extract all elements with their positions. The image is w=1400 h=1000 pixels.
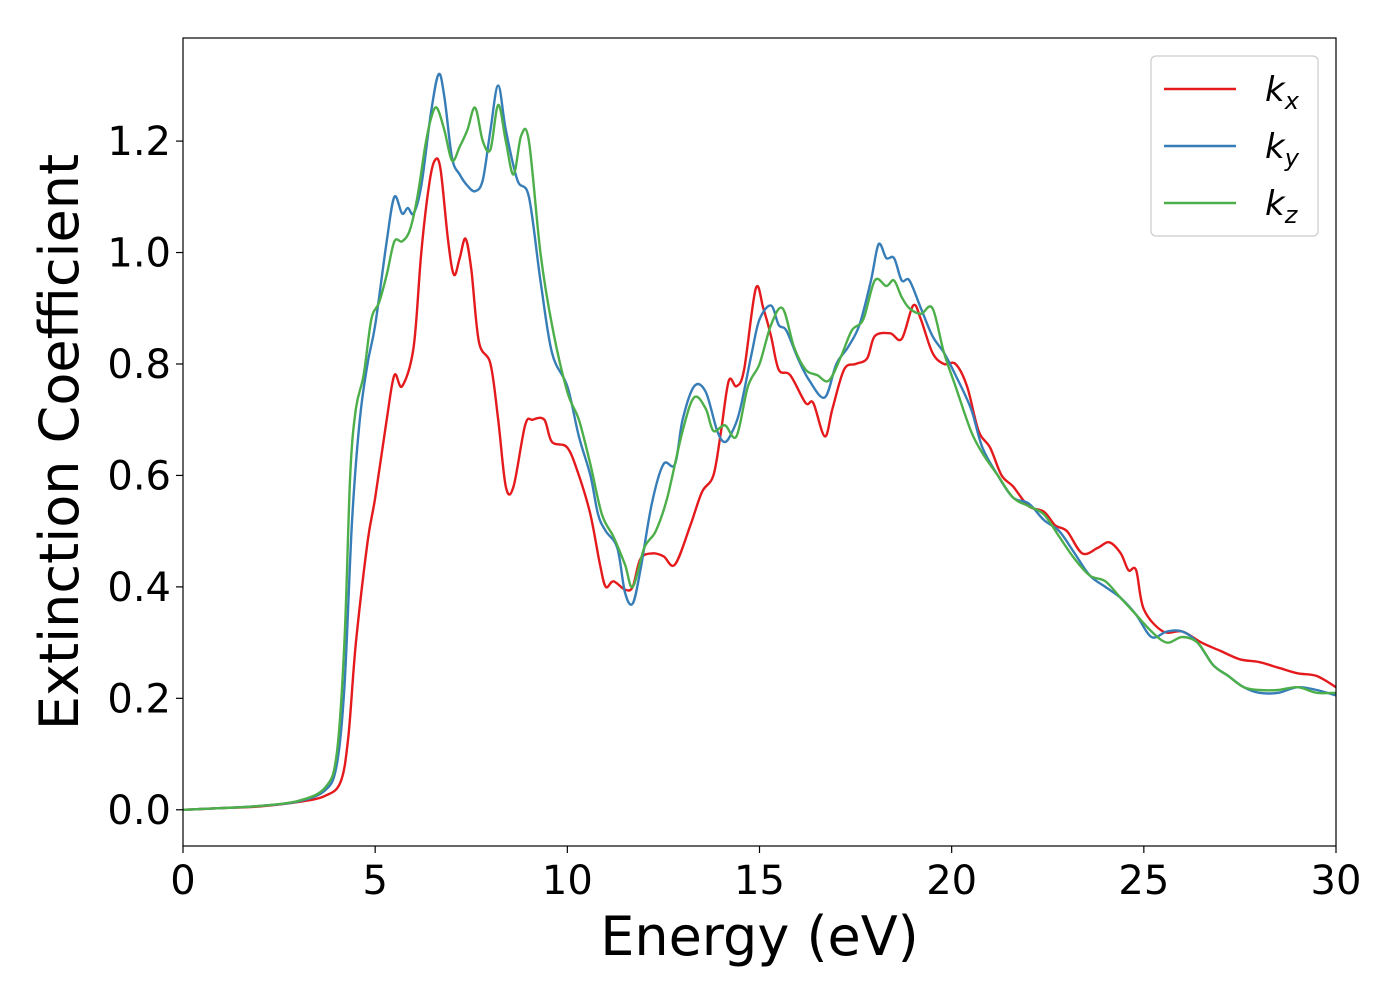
series-layer xyxy=(182,72,1337,811)
y-tick-label: 0.4 xyxy=(107,565,171,611)
x-tick-label: 15 xyxy=(734,858,785,904)
y-axis: 0.0 0.2 0.4 0.6 0.8 1.0 1.2 xyxy=(107,119,183,834)
legend-item-kz: kz xyxy=(1164,184,1299,229)
legend-label: kz xyxy=(1265,184,1299,229)
y-tick-label: 1.2 xyxy=(107,119,171,165)
y-tick-label: 0.2 xyxy=(107,676,171,722)
x-tick-label: 10 xyxy=(542,858,593,904)
x-axis: 0 5 10 15 20 25 30 xyxy=(170,846,1361,904)
x-tick-label: 25 xyxy=(1118,858,1169,904)
y-tick-label: 0.8 xyxy=(107,342,171,388)
y-axis-title: Extinction Coefficient xyxy=(28,154,91,730)
legend: kx ky kz xyxy=(1150,55,1319,237)
y-tick-label: 0.6 xyxy=(107,453,171,499)
y-tick-label: 1.0 xyxy=(107,231,171,277)
x-tick-label: 5 xyxy=(362,858,387,904)
legend-item-kx: kx xyxy=(1164,70,1300,115)
x-tick-label: 30 xyxy=(1311,858,1362,904)
x-tick-label: 0 xyxy=(170,858,195,904)
x-axis-title: Energy (eV) xyxy=(600,905,919,968)
x-tick-label: 20 xyxy=(926,858,977,904)
series-line-kx xyxy=(182,157,1337,811)
legend-item-ky: ky xyxy=(1164,127,1300,172)
legend-label: ky xyxy=(1265,127,1300,172)
series-line-kz xyxy=(182,103,1337,811)
legend-items: kx ky kz xyxy=(1164,70,1300,229)
y-tick-label: 0.0 xyxy=(107,788,171,834)
legend-label: kx xyxy=(1265,70,1300,115)
